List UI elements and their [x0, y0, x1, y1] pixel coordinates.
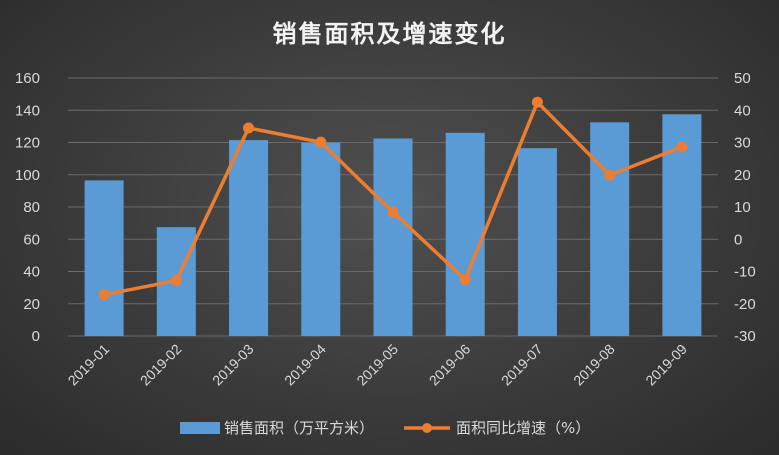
x-tick-label: 2019-02: [137, 341, 185, 389]
x-tick-label: 2019-07: [498, 341, 546, 389]
line-point: [676, 141, 688, 153]
legend-label-bar: 销售面积（万平方米）: [224, 419, 374, 437]
y-left-tick-label: 120: [15, 135, 40, 152]
x-tick-label: 2019-03: [209, 341, 257, 389]
x-tick-label: 2019-01: [65, 341, 113, 389]
x-tick-label: 2019-09: [642, 341, 690, 389]
bar: [301, 142, 341, 336]
line-point: [315, 136, 327, 148]
line-point: [387, 206, 399, 218]
y-right-tick-label: -20: [734, 296, 756, 313]
y-left-tick-label: 20: [23, 296, 40, 313]
y-left-tick-label: 40: [23, 264, 40, 281]
bar: [373, 138, 413, 336]
y-right-tick-label: -30: [734, 328, 756, 345]
y-right-tick-label: 40: [734, 102, 751, 119]
y-right-tick-label: 30: [734, 135, 751, 152]
y-right-tick-label: 10: [734, 199, 751, 216]
y-left-tick-label: 140: [15, 102, 40, 119]
line-point: [531, 96, 543, 108]
bar: [590, 122, 630, 336]
y-right-tick-label: 20: [734, 167, 751, 184]
y-left-tick-label: 160: [15, 70, 40, 87]
legend-swatch-bar: [180, 422, 220, 434]
y-left-tick-label: 60: [23, 231, 40, 248]
bar: [517, 148, 557, 336]
legend-marker-line: [422, 423, 432, 433]
bar: [445, 132, 485, 336]
x-tick-label: 2019-06: [426, 341, 474, 389]
chart-title: 销售面积及增速变化: [272, 20, 507, 48]
legend-label-line: 面积同比增速（%）: [456, 419, 590, 437]
y-right-tick-label: -10: [734, 264, 756, 281]
line-point: [170, 275, 182, 287]
y-right-tick-label: 0: [734, 231, 742, 248]
y-right-tick-label: 50: [734, 70, 751, 87]
line-point: [459, 274, 471, 286]
y-left-tick-label: 0: [32, 328, 40, 345]
y-left-tick-label: 80: [23, 199, 40, 216]
x-tick-label: 2019-04: [281, 341, 329, 389]
line-point: [243, 122, 255, 134]
line-point: [98, 289, 110, 301]
bar: [229, 140, 269, 336]
line-point: [604, 169, 616, 181]
bar: [84, 180, 124, 336]
x-tick-label: 2019-05: [353, 341, 401, 389]
y-left-tick-label: 100: [15, 167, 40, 184]
x-tick-label: 2019-08: [570, 341, 618, 389]
